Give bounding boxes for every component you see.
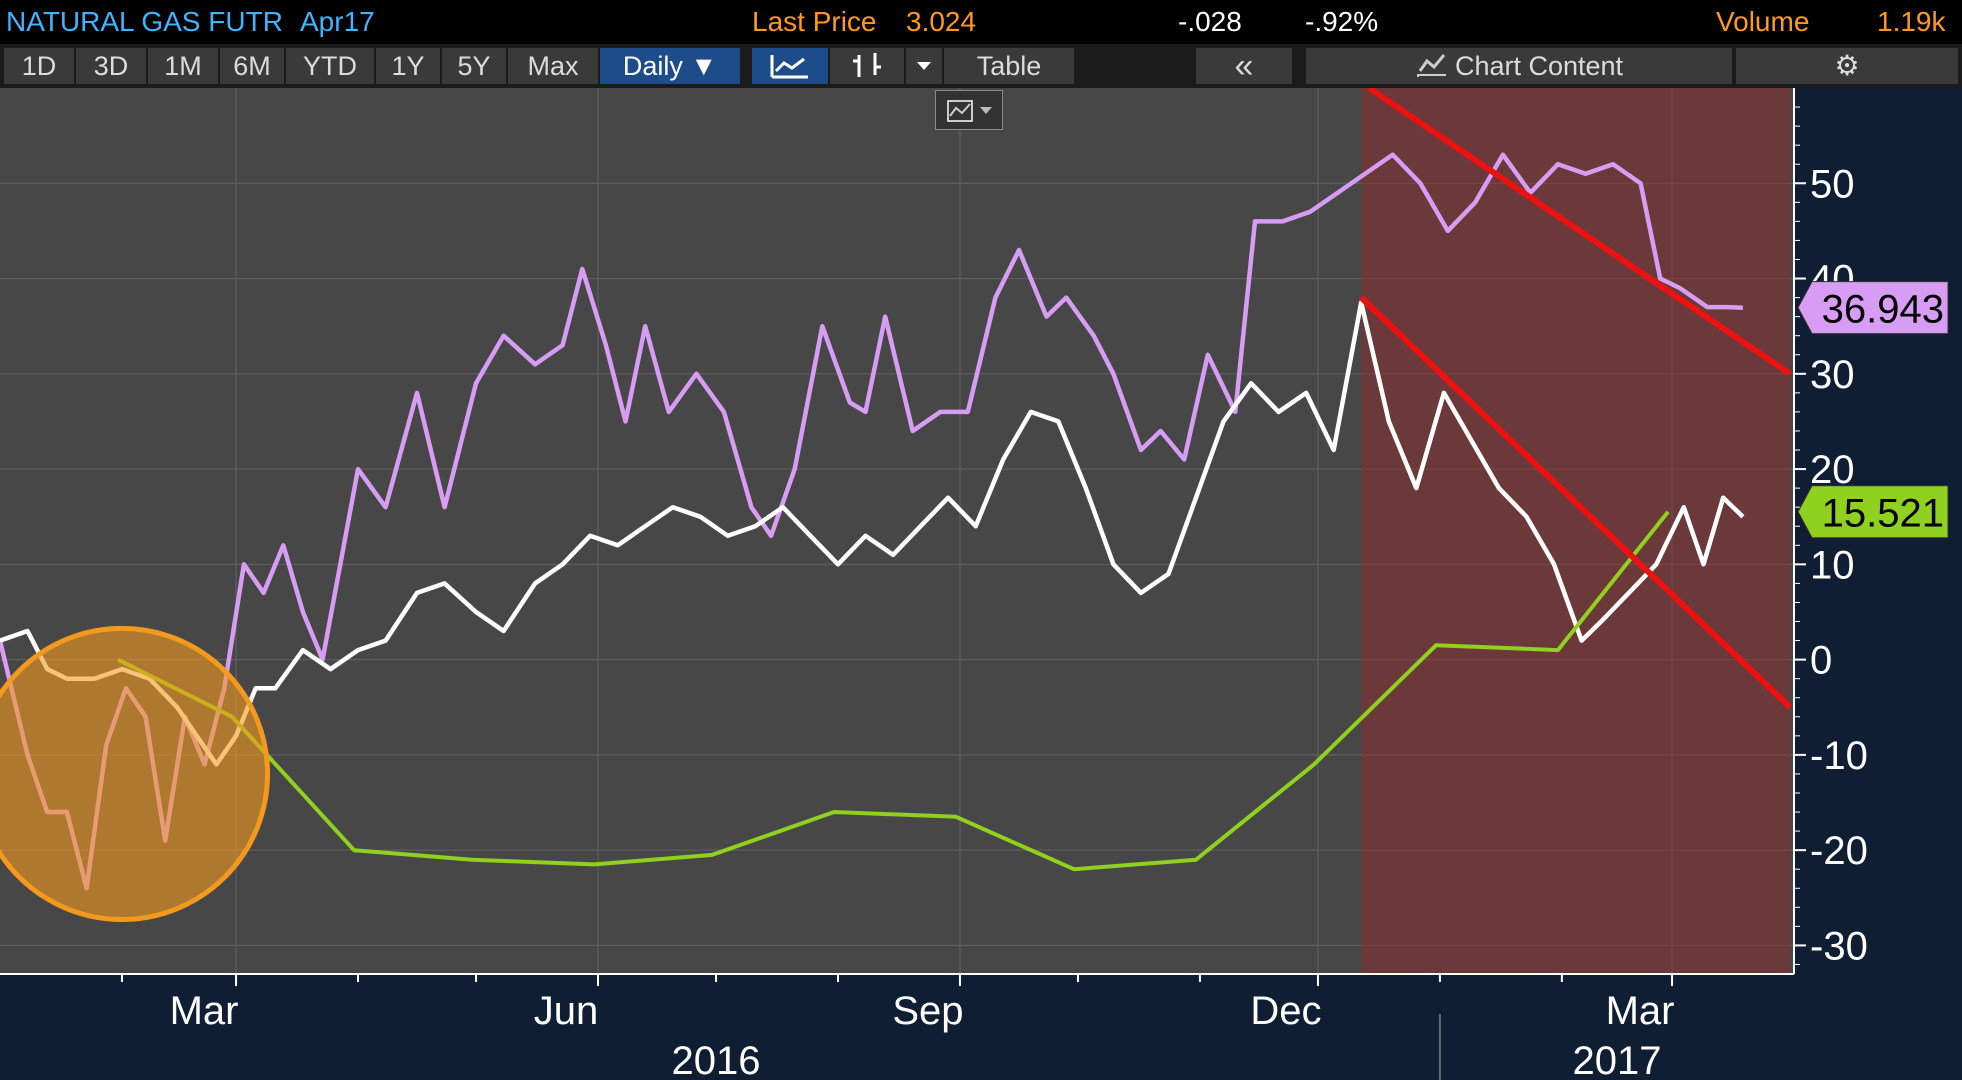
x-year-label: 2016 [672, 1039, 761, 1080]
contract-month: Apr17 [300, 6, 375, 37]
range-3d-button[interactable]: 3D [76, 48, 146, 84]
x-month-label: Mar [1606, 989, 1675, 1033]
y-tick-label: 20 [1810, 448, 1855, 492]
x-month-label: Mar [170, 989, 239, 1033]
green-series-line [117, 510, 1670, 872]
chart-type-dropdown[interactable] [906, 48, 942, 84]
price-change-percent: -.92% [1305, 6, 1379, 37]
shaded-zone-layer [1361, 88, 1791, 974]
settings-button[interactable]: ⚙ [1736, 48, 1958, 84]
x-month-label: Jun [534, 989, 599, 1033]
white-series-line [0, 300, 1745, 767]
period-dropdown[interactable]: Daily ▼ [600, 48, 740, 84]
chart-content-icon [1416, 54, 1446, 77]
range-6m-button[interactable]: 6M [220, 48, 284, 84]
axes [0, 88, 1806, 1080]
y-tick-label: 30 [1810, 353, 1855, 397]
series-layer [0, 152, 1745, 891]
last-price-value: 3.024 [906, 6, 977, 37]
purple-last-value-label: 36.943 [1822, 288, 1944, 332]
range-1y-button[interactable]: 1Y [376, 48, 440, 84]
bearish-shaded-zone [1361, 88, 1791, 974]
red-trend-line [1367, 88, 1792, 377]
price-change: -.028 [1178, 6, 1242, 37]
volume-label: Volume [1716, 6, 1810, 37]
red-trend-line [1359, 295, 1793, 710]
y-tick-label: 10 [1810, 543, 1855, 587]
security-header: NATURAL GAS FUTR Apr17 Last Price 3.024 … [0, 0, 1962, 44]
line-chart-button[interactable] [752, 48, 828, 84]
collapse-button[interactable]: « [1196, 48, 1292, 84]
green-last-value-label: 15.521 [1822, 492, 1944, 536]
y-tick-label: -20 [1810, 829, 1868, 873]
table-button[interactable]: Table [944, 48, 1074, 84]
range-5y-button[interactable]: 5Y [442, 48, 506, 84]
x-month-label: Sep [892, 989, 963, 1033]
x-year-label: 2017 [1572, 1039, 1661, 1080]
ticker-name: NATURAL GAS FUTR [6, 6, 283, 37]
purple-last-value-badge [1797, 281, 1949, 335]
line-chart-icon [770, 55, 808, 79]
chart-content-label: Chart Content [1454, 51, 1624, 81]
x-month-label: Dec [1250, 989, 1321, 1033]
annotation-layer [0, 88, 1793, 922]
bar-chart-button[interactable] [830, 48, 904, 84]
chart-style-toggle[interactable] [935, 90, 1003, 130]
green-last-value-badge [1797, 485, 1949, 539]
y-tick-label: -10 [1810, 734, 1868, 778]
bar-chart-icon [853, 53, 881, 77]
highlight-circle [0, 625, 270, 922]
dropdown-arrow-icon [917, 62, 931, 70]
range-1d-button[interactable]: 1D [4, 48, 74, 84]
range-ytd-button[interactable]: YTD [286, 48, 374, 84]
range-max-button[interactable]: Max [508, 48, 598, 84]
gear-icon: ⚙ [1834, 49, 1860, 82]
y-tick-label: -30 [1810, 924, 1868, 968]
y-tick-label: 0 [1810, 639, 1832, 683]
purple-series-line [0, 152, 1743, 891]
volume-value: 1.19k [1877, 6, 1946, 37]
range-1m-button[interactable]: 1M [148, 48, 218, 84]
plot-area [0, 88, 1794, 974]
chart-toolbar: 1D 3D 1M 6M YTD 1Y 5Y Max Daily ▼ Table … [0, 44, 1962, 88]
last-price-label: Last Price [752, 6, 877, 37]
chart-content-button[interactable]: Chart Content [1306, 48, 1732, 84]
y-tick-label: 50 [1810, 162, 1855, 206]
last-value-badges: 36.943 15.521 [1797, 281, 1949, 539]
area-chart-icon [947, 100, 992, 122]
